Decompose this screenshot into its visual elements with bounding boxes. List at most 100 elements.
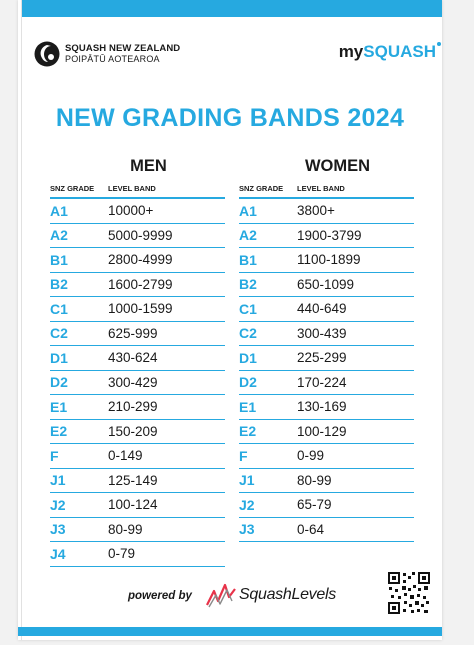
women-band-cell: 440-649 [297,301,347,317]
men-band-cell: 2800-4999 [108,252,173,268]
women-grade-cell: E1 [239,398,257,415]
men-table-row: A1 10000+ [50,199,225,224]
women-grade-cell: B1 [239,251,257,268]
men-table-row: F 0-149 [50,444,225,469]
men-grade-cell: D2 [50,374,68,391]
men-band-cell: 0-149 [108,448,143,464]
women-table-row: J1 80-99 [239,469,414,493]
women-grade-cell: A2 [239,227,257,244]
men-table-row: E1 210-299 [50,395,225,420]
women-grade-cell: C1 [239,300,257,317]
men-table: MEN SNZ GRADE LEVEL BAND A1 10000+ A2 5000-… [50,155,225,567]
women-table-row: B1 1100-1899 [239,248,414,273]
women-table-row: A1 3800+ [239,199,414,224]
men-grade-cell: D1 [50,349,68,366]
men-band-cell: 0-79 [108,546,136,562]
women-band-cell: 0-99 [297,448,325,464]
men-table-row: B1 2800-4999 [50,248,225,273]
women-grade-cell: J2 [239,496,255,513]
men-table-row: C1 1000-1599 [50,297,225,322]
men-band-cell: 80-99 [108,521,143,537]
page-title: NEW GRADING BANDS 2024 [55,104,405,132]
women-table-row: E2 100-129 [239,420,414,444]
women-table-row: E1 130-169 [239,395,414,420]
men-table-row: J3 80-99 [50,518,225,542]
women-band-column-header: LEVEL BAND [297,184,345,193]
men-grade-cell: J1 [50,472,66,489]
powered-by-label: powered by [128,590,192,602]
men-band-cell: 210-299 [108,399,158,415]
men-grade-cell: J3 [50,521,66,538]
men-table-header: SNZ GRADE LEVEL BAND [50,177,225,199]
women-band-cell: 80-99 [297,472,332,488]
women-band-cell: 1900-3799 [297,227,362,243]
mysquash-logo: mySQUASH [338,42,441,62]
women-band-cell: 130-169 [297,399,347,415]
bottom-accent-bar [18,627,442,636]
women-grade-column-header: SNZ GRADE [239,184,284,193]
men-grade-cell: C2 [50,325,68,342]
squash-nz-emblem-icon [34,41,60,67]
women-band-cell: 170-224 [297,374,347,390]
women-band-cell: 0-64 [297,521,325,537]
men-band-cell: 1000-1599 [108,301,173,317]
org-name: SQUASH NEW ZEALAND [65,43,181,54]
women-heading: WOMEN [304,157,371,175]
women-band-cell: 650-1099 [297,276,355,292]
women-table-row: J3 0-64 [239,518,414,542]
women-table-row: C1 440-649 [239,297,414,322]
men-grade-cell: J2 [50,496,66,513]
men-table-row: A2 5000-9999 [50,224,225,248]
women-grade-cell: J3 [239,521,255,538]
women-table-row: C2 300-439 [239,322,414,346]
brand-dot-icon [437,42,441,46]
top-accent-bar [18,0,442,17]
men-band-cell: 1600-2799 [108,276,173,292]
men-band-cell: 125-149 [108,472,158,488]
men-table-row: J1 125-149 [50,469,225,493]
women-grade-cell: A1 [239,202,257,219]
men-band-column-header: LEVEL BAND [108,184,156,193]
men-grade-cell: E1 [50,398,68,415]
men-table-row: D2 300-429 [50,371,225,395]
men-grade-cell: F [50,447,59,464]
women-band-cell: 100-129 [297,423,347,439]
men-band-cell: 100-124 [108,497,158,513]
squashlevels-name: SquashLevels [239,586,336,603]
men-grade-column-header: SNZ GRADE [50,184,95,193]
women-band-cell: 300-439 [297,325,347,341]
org-subname: POIPĀTŪ AOTEAROA [65,54,160,64]
men-table-row: C2 625-999 [50,322,225,346]
men-grade-cell: A2 [50,227,68,244]
men-table-row: J4 0-79 [50,542,225,567]
men-table-row: D1 430-624 [50,346,225,371]
men-heading: MEN [130,157,167,175]
women-table-header: SNZ GRADE LEVEL BAND [239,177,414,199]
brand-prefix: my [338,42,364,61]
women-table-row: A2 1900-3799 [239,224,414,248]
women-band-cell: 225-299 [297,350,347,366]
men-table-row: E2 150-209 [50,420,225,444]
women-grade-cell: D2 [239,374,257,391]
men-grade-cell: B1 [50,251,68,268]
men-band-cell: 430-624 [108,350,158,366]
men-grade-cell: J4 [50,545,66,562]
squash-nz-logo: SQUASH NEW ZEALAND POIPĀTŪ AOTEAROA [34,40,180,68]
grading-sheet: SQUASH NEW ZEALAND POIPĀTŪ AOTEAROA mySQ… [18,0,442,640]
men-grade-cell: C1 [50,300,68,317]
women-grade-cell: C2 [239,325,257,342]
brand-suffix: SQUASH [363,42,436,61]
men-band-cell: 5000-9999 [108,227,173,243]
women-band-cell: 3800+ [297,203,335,219]
men-grade-cell: B2 [50,276,68,293]
men-band-cell: 300-429 [108,374,158,390]
women-table-row: B2 650-1099 [239,273,414,297]
men-band-cell: 10000+ [108,203,154,219]
men-table-row: J2 100-124 [50,493,225,518]
men-band-cell: 625-999 [108,325,158,341]
women-grade-cell: B2 [239,276,257,293]
women-band-cell: 65-79 [297,497,332,513]
women-grade-cell: D1 [239,349,257,366]
men-grade-cell: E2 [50,423,68,440]
women-table-row: D2 170-224 [239,371,414,395]
